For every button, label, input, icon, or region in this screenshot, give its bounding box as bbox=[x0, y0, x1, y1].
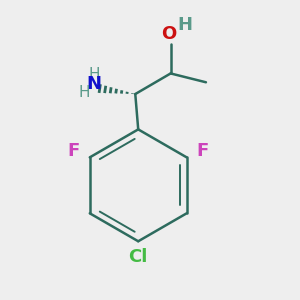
Text: F: F bbox=[68, 142, 80, 160]
Text: O: O bbox=[160, 25, 176, 43]
Text: H: H bbox=[79, 85, 90, 100]
Text: H: H bbox=[88, 67, 100, 82]
Text: Cl: Cl bbox=[128, 248, 148, 266]
Text: H: H bbox=[177, 16, 192, 34]
Text: F: F bbox=[197, 142, 209, 160]
Text: N: N bbox=[87, 75, 102, 93]
